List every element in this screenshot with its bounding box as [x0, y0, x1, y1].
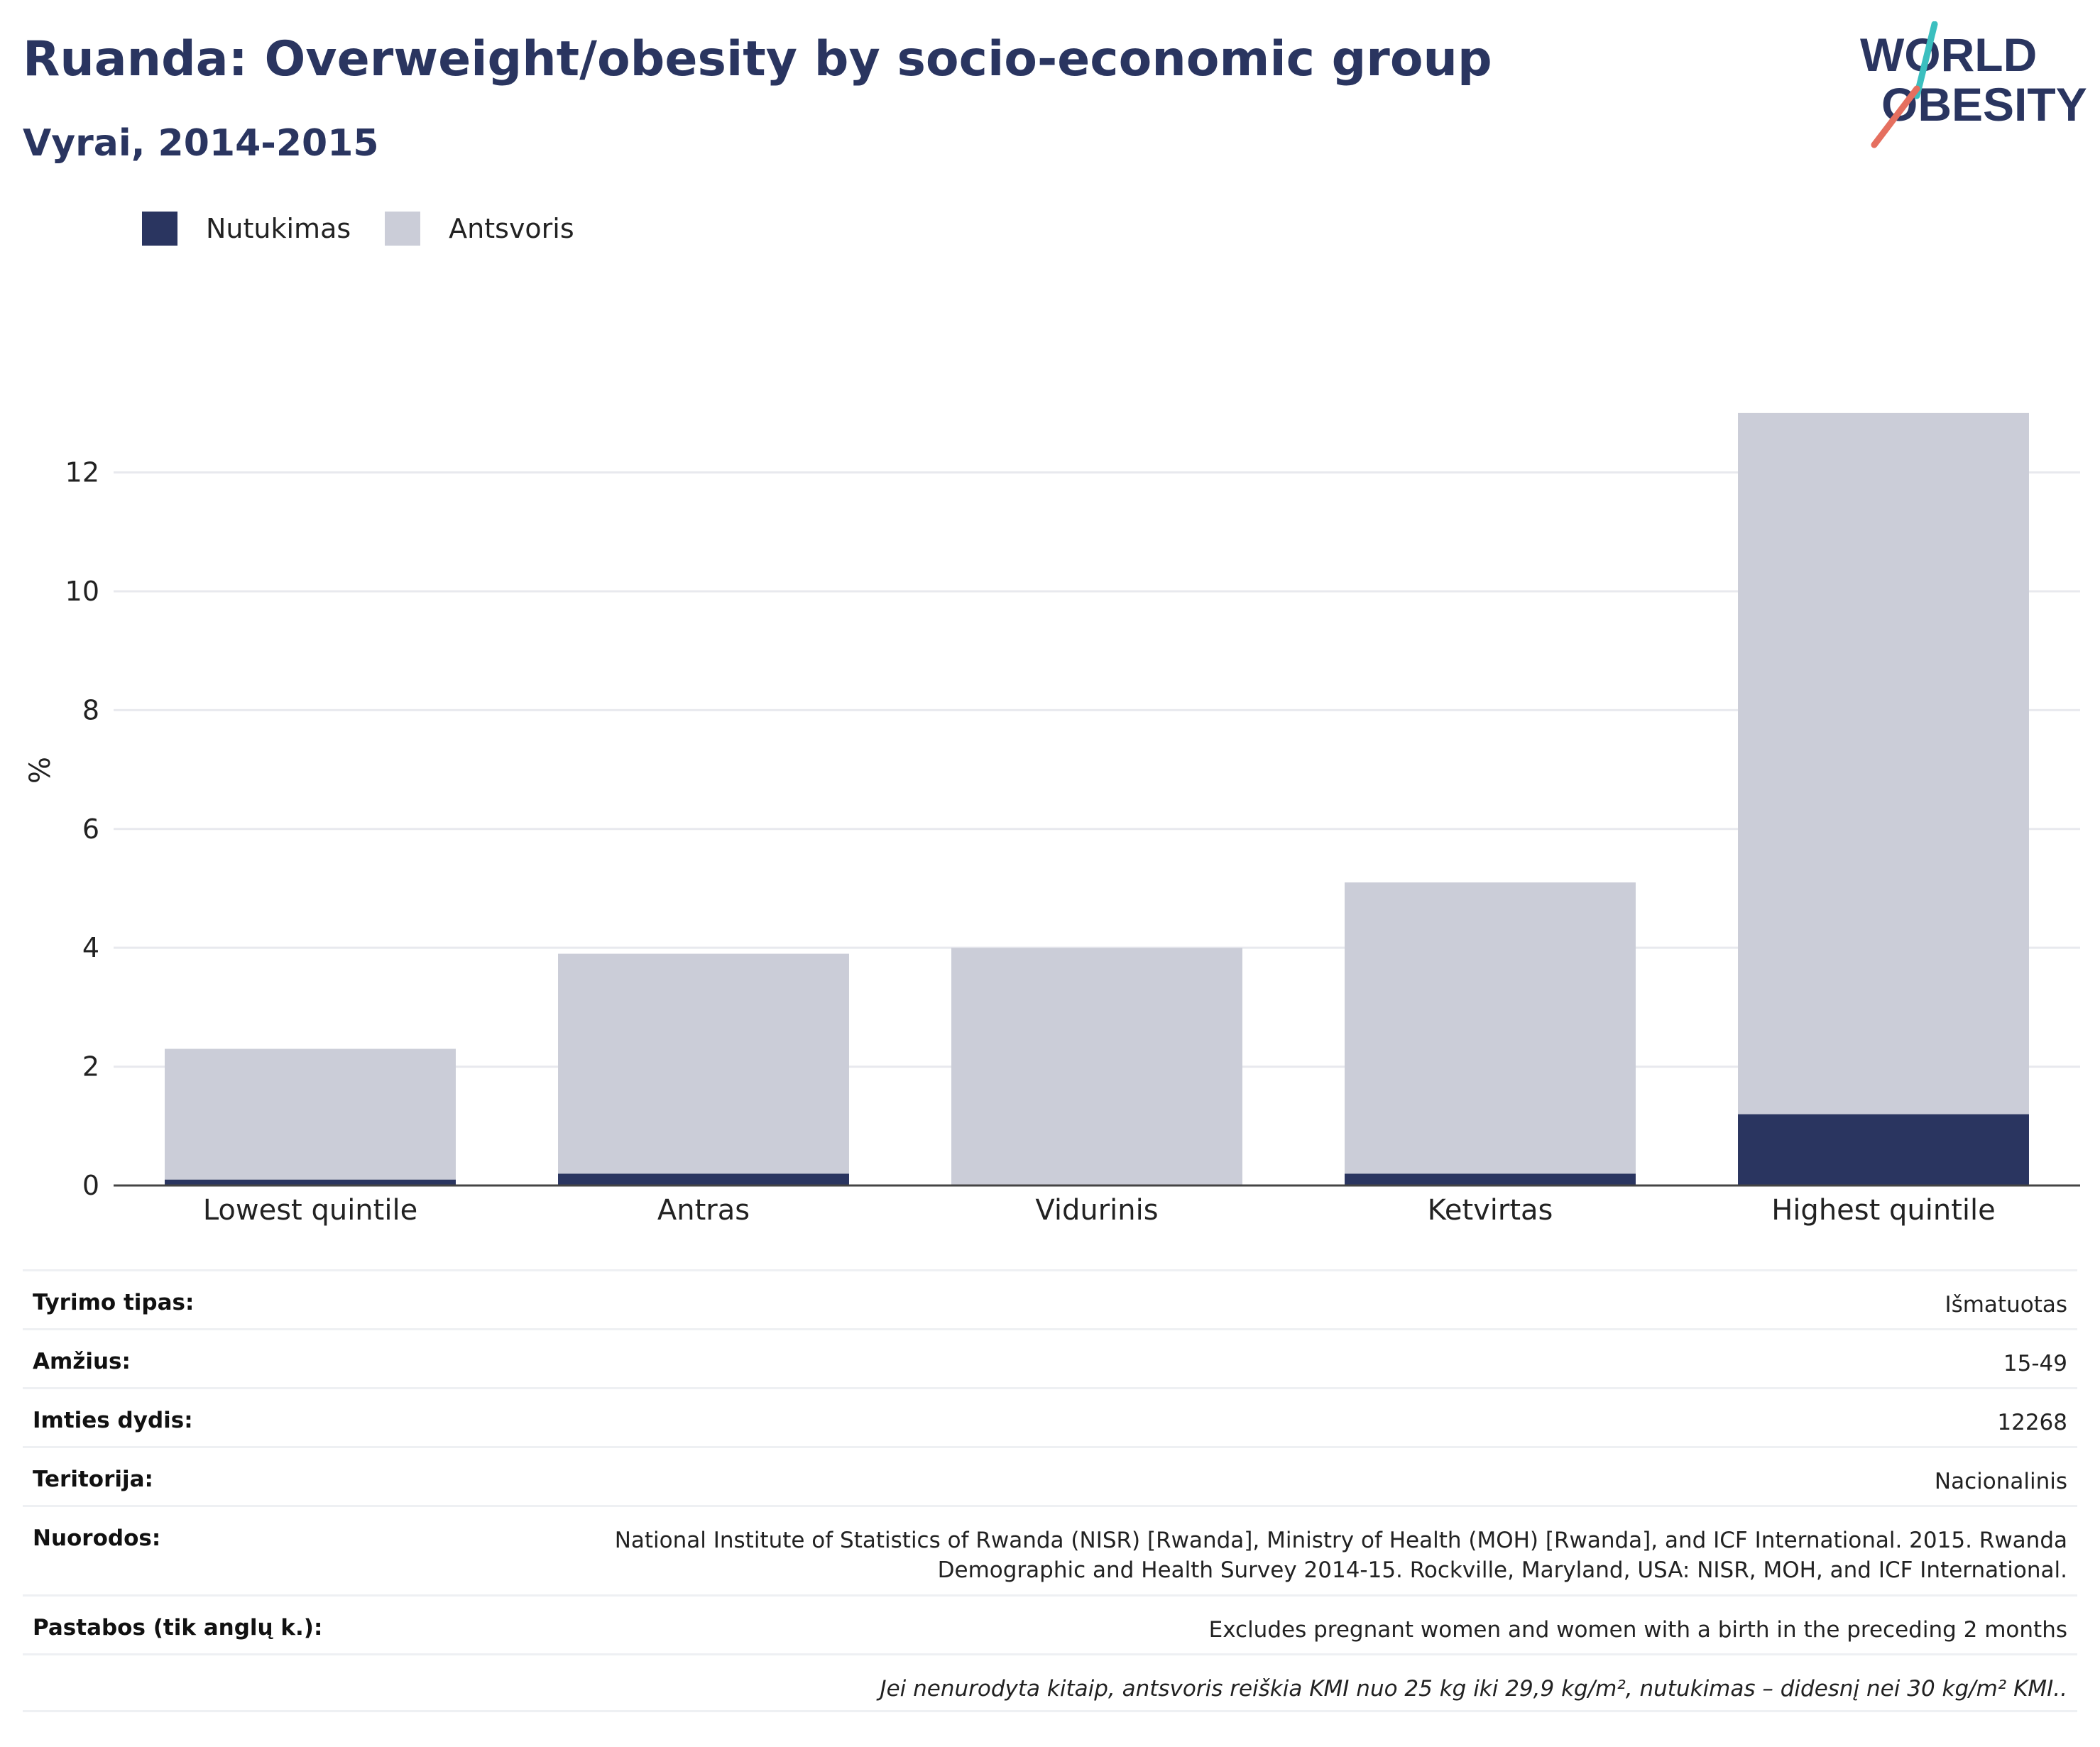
legend-item-nutukimas[interactable]: Nutukimas — [142, 212, 351, 246]
world-obesity-logo: WORLD OBESITY — [1860, 21, 2087, 148]
info-label: Imties dydis: — [33, 1408, 193, 1433]
info-value: Išmatuotas — [1945, 1292, 2067, 1318]
info-value: 15-49 — [2003, 1351, 2067, 1376]
legend-item-antsvoris[interactable]: Antsvoris — [385, 212, 574, 246]
info-table: Tyrimo tipas: Išmatuotas Amžius: 15-49 I… — [23, 1269, 2077, 1712]
legend-swatch-nutukimas — [142, 212, 177, 246]
x-tick-label: Highest quintile — [1771, 1194, 1996, 1227]
info-row-notes: Pastabos (tik anglų k.): Excludes pregna… — [23, 1594, 2077, 1653]
bar-nutukimas — [165, 1179, 456, 1185]
info-label: Nuorodos: — [33, 1526, 161, 1551]
reference-line-1: National Institute of Statistics of Rwan… — [614, 1528, 2067, 1553]
legend-label-nutukimas: Nutukimas — [206, 213, 351, 244]
bar-nutukimas — [1738, 1114, 2029, 1185]
bar-antsvoris — [1738, 412, 2029, 1115]
info-label: Teritorija: — [33, 1467, 153, 1492]
info-row-footnote: Jei nenurodyta kitaip, antsvoris reiškia… — [23, 1653, 2077, 1712]
legend-label-antsvoris: Antsvoris — [449, 213, 574, 244]
y-tick-label: 0 — [82, 1170, 99, 1201]
stacked-bar-chart: 0 2 4 6 8 10 12% Lowest quintile Antras Vidurinis… — [24, 412, 2080, 1227]
y-tick-label: 2 — [82, 1051, 99, 1083]
logo-slash-teal — [1913, 21, 1938, 99]
bar-antsvoris — [1345, 882, 1636, 1174]
y-tick-label: 8 — [82, 694, 99, 725]
info-row-territory: Teritorija: Nacionalinis — [23, 1446, 2077, 1505]
bar-antsvoris — [951, 948, 1242, 1185]
footnote: Jei nenurodyta kitaip, antsvoris reiškia… — [880, 1676, 2067, 1702]
x-tick-label: Vidurinis — [1035, 1194, 1158, 1227]
info-value: Nacionalinis — [1934, 1469, 2067, 1494]
info-label: Tyrimo tipas: — [33, 1290, 195, 1315]
y-tick-label: 6 — [82, 814, 99, 845]
chart-legend: Nutukimas Antsvoris — [142, 212, 608, 246]
y-axis-label: % — [24, 757, 57, 784]
info-label: Pastabos (tik anglų k.): — [33, 1615, 323, 1641]
x-tick-label: Antras — [657, 1194, 750, 1227]
info-label: Amžius: — [33, 1349, 131, 1374]
y-tick-label: 12 — [65, 457, 99, 488]
y-tick-label: 10 — [65, 576, 99, 607]
info-row-references: Nuorodos: National Institute of Statisti… — [23, 1505, 2077, 1594]
reference-line-2: Demographic and Health Survey 2014-15. R… — [937, 1557, 2067, 1583]
bar-antsvoris — [165, 1048, 456, 1180]
info-value: 12268 — [1997, 1410, 2067, 1435]
bar-nutukimas — [1345, 1173, 1636, 1185]
info-value: Excludes pregnant women and women with a… — [1208, 1617, 2067, 1643]
info-row-age: Amžius: 15-49 — [23, 1328, 2077, 1387]
x-tick-label: Lowest quintile — [203, 1194, 417, 1227]
bar-nutukimas — [558, 1173, 849, 1185]
info-row-survey-type: Tyrimo tipas: Išmatuotas — [23, 1269, 2077, 1328]
chart-subtitle: Vyrai, 2014-2015 — [23, 122, 379, 165]
logo-text-world: WORLD — [1860, 28, 2037, 81]
y-tick-label: 4 — [82, 932, 99, 963]
chart-title: Ruanda: Overweight/obesity by socio-econ… — [23, 31, 1492, 87]
bar-antsvoris — [558, 953, 849, 1174]
legend-swatch-antsvoris — [385, 212, 421, 246]
x-tick-label: Ketvirtas — [1428, 1194, 1553, 1227]
logo-slash-coral — [1871, 85, 1920, 148]
info-row-sample-size: Imties dydis: 12268 — [23, 1387, 2077, 1446]
info-value-references: National Institute of Statistics of Rwan… — [615, 1526, 2067, 1585]
